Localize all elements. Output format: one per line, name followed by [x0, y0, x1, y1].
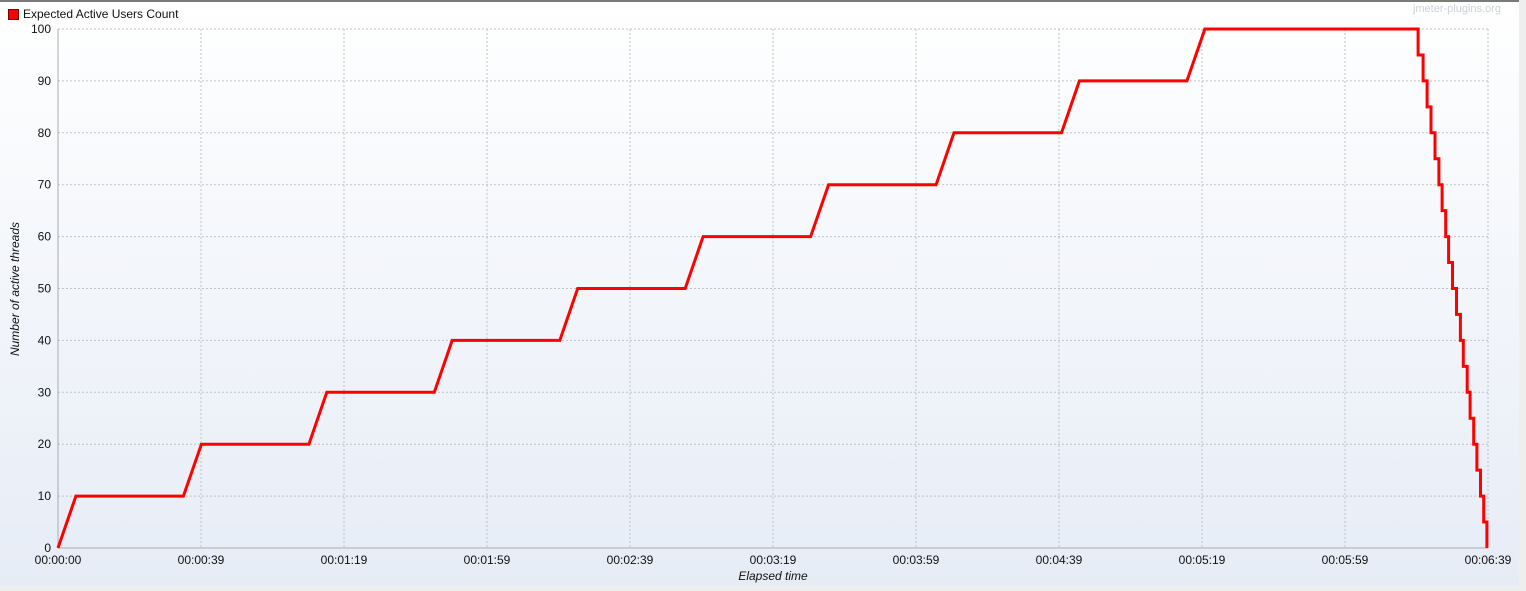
x-tick-label: 00:00:00	[35, 553, 82, 567]
y-tick-label: 90	[38, 74, 52, 88]
x-tick-label: 00:05:59	[1322, 553, 1369, 567]
y-axis-label: Number of active threads	[8, 222, 22, 356]
legend-label: Expected Active Users Count	[23, 7, 179, 21]
y-tick-label: 70	[38, 178, 52, 192]
legend: Expected Active Users Count	[8, 7, 178, 21]
y-tick-label: 40	[38, 333, 52, 347]
x-tick-label: 00:01:19	[321, 553, 368, 567]
x-tick-label: 00:00:39	[178, 553, 225, 567]
y-tick-label: 20	[38, 437, 52, 451]
y-tick-label: 80	[38, 126, 52, 140]
x-tick-label: 00:04:39	[1036, 553, 1083, 567]
y-tick-label: 10	[38, 489, 52, 503]
y-tick-label: 100	[31, 22, 51, 36]
x-tick-label: 00:03:59	[893, 553, 940, 567]
legend-swatch	[8, 8, 19, 20]
y-tick-label: 60	[38, 230, 52, 244]
x-tick-label: 00:01:59	[464, 553, 511, 567]
y-tick-label: 0	[44, 541, 51, 555]
watermark: jmeter-plugins.org	[1412, 3, 1501, 15]
x-tick-label: 00:02:39	[607, 553, 654, 567]
x-tick-label: 00:06:39	[1465, 553, 1512, 567]
x-tick-label: 00:03:19	[750, 553, 797, 567]
x-tick-label: 00:05:19	[1179, 553, 1226, 567]
y-tick-label: 50	[38, 282, 52, 296]
y-tick-label: 30	[38, 385, 52, 399]
series-line	[56, 27, 1489, 549]
x-axis-label: Elapsed time	[738, 569, 808, 583]
